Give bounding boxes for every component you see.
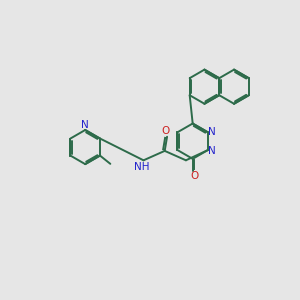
Text: N: N: [208, 127, 216, 137]
Text: N: N: [81, 120, 89, 130]
Text: N: N: [208, 146, 216, 156]
Text: NH: NH: [134, 162, 150, 172]
Text: O: O: [190, 171, 198, 181]
Text: O: O: [161, 126, 170, 136]
